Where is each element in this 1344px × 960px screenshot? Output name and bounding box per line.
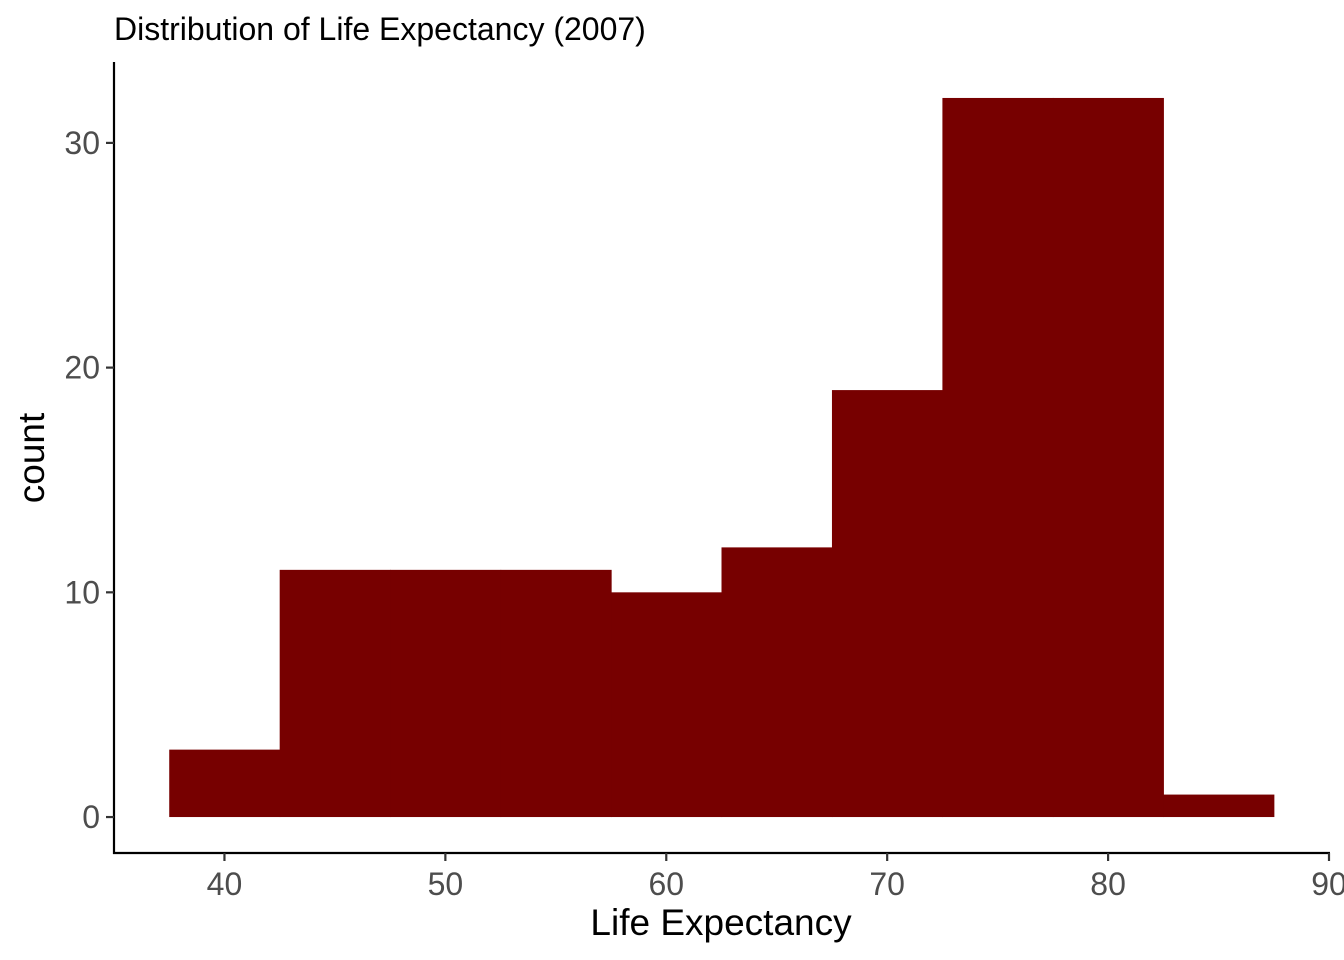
x-axis-label: Life Expectancy	[590, 902, 852, 943]
y-axis-label: count	[11, 412, 52, 503]
histogram-bar-9	[1163, 794, 1275, 818]
histogram-bar-1	[279, 569, 391, 818]
x-tick-label-4: 80	[1090, 866, 1126, 902]
x-tick-label-1: 50	[428, 866, 464, 902]
histogram-bar-4	[611, 592, 723, 818]
histogram-bar-5	[721, 547, 833, 818]
histogram-bar-3	[500, 569, 612, 818]
y-axis-ticks: 0 10 20 30	[64, 125, 114, 835]
x-tick-label-5: 90	[1311, 866, 1344, 902]
y-tick-label-1: 10	[64, 574, 100, 610]
x-axis-ticks: 40 50 60 70 80 90	[207, 853, 1344, 902]
histogram-bars	[169, 97, 1275, 818]
histogram-bar-0	[169, 749, 281, 818]
y-tick-label-2: 20	[64, 350, 100, 386]
y-tick-label-0: 0	[82, 799, 100, 835]
chart-title: Distribution of Life Expectancy (2007)	[114, 11, 646, 47]
histogram-bar-8	[1052, 97, 1164, 818]
x-tick-label-2: 60	[648, 866, 684, 902]
histogram-bar-6	[831, 390, 944, 818]
histogram-bar-7	[942, 97, 1054, 818]
histogram-bar-2	[390, 569, 502, 818]
y-tick-label-3: 30	[64, 125, 100, 161]
x-tick-label-0: 40	[207, 866, 243, 902]
x-tick-label-3: 70	[869, 866, 905, 902]
